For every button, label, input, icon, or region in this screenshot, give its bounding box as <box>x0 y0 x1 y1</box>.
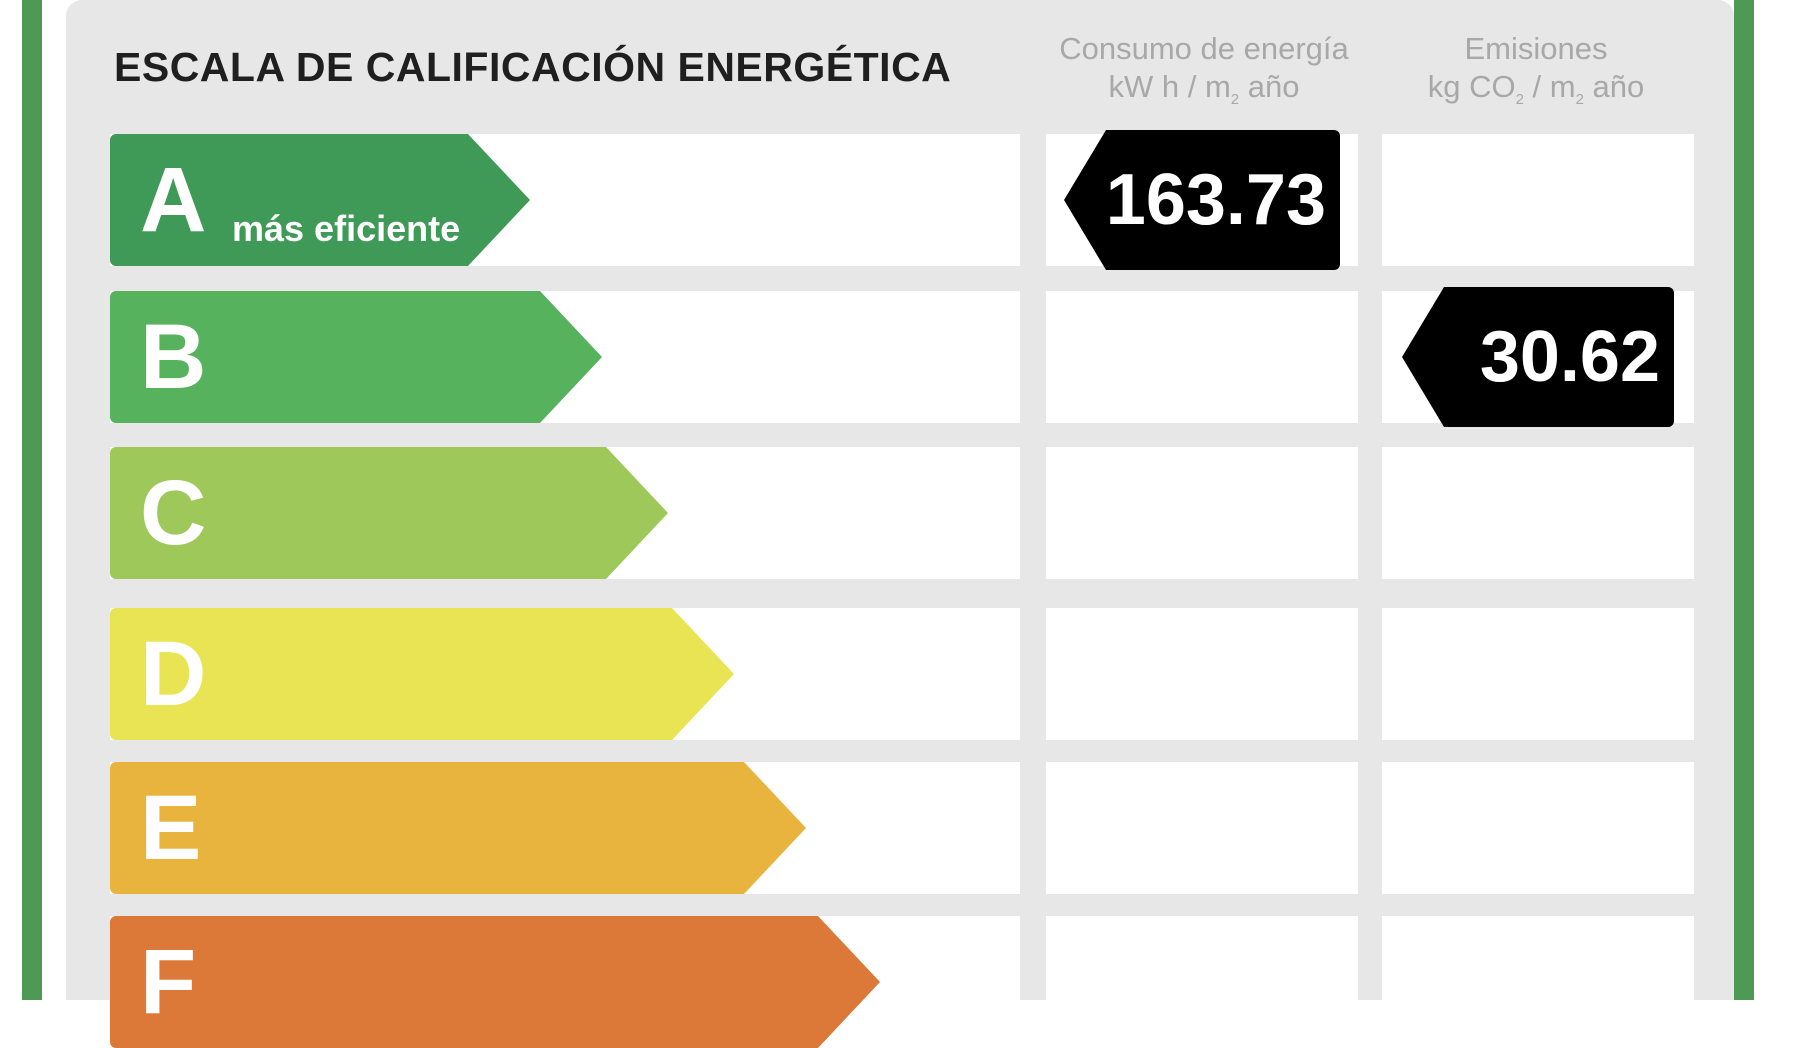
emissions-cell <box>1382 447 1694 579</box>
rating-row-e: E <box>0 762 1800 894</box>
energy-header-line2: kW h / m2 año <box>1108 69 1300 109</box>
rating-arrow-f: F <box>110 916 880 1048</box>
emissions-cell <box>1382 916 1694 1048</box>
rating-arrow-c: C <box>110 447 668 579</box>
energy-cell <box>1046 291 1358 423</box>
emissions-header-line1: Emisiones <box>1464 31 1608 66</box>
rating-arrow-a: A más eficiente <box>110 134 530 266</box>
rating-arrow-b: B <box>110 291 602 423</box>
emissions-column-header: Emisiones kg CO2 / m2 año <box>1378 30 1694 119</box>
rating-letter: C <box>140 462 207 564</box>
rating-sublabel: más eficiente <box>232 208 461 249</box>
emissions-value-tag: 30.62 <box>1402 287 1674 427</box>
scale-title: ESCALA DE CALIFICACIÓN ENERGÉTICA <box>114 44 952 90</box>
rating-row-d: D <box>0 608 1800 740</box>
rating-letter: B <box>140 306 207 408</box>
energy-cell <box>1046 447 1358 579</box>
energy-value: 163.73 <box>1105 160 1326 240</box>
rating-row-c: C <box>0 447 1800 579</box>
rating-row-f: F <box>0 916 1800 1048</box>
energy-value-tag: 163.73 <box>1064 130 1340 270</box>
energy-cell <box>1046 762 1358 894</box>
rating-letter: F <box>140 931 197 1033</box>
rating-letter: D <box>140 623 207 725</box>
rating-letter: E <box>140 777 202 879</box>
emissions-cell <box>1382 134 1694 266</box>
energy-cell <box>1046 608 1358 740</box>
emissions-cell <box>1382 608 1694 740</box>
energy-header-line1: Consumo de energía <box>1059 31 1349 66</box>
rating-arrow-d: D <box>110 608 734 740</box>
emissions-cell <box>1382 762 1694 894</box>
rating-row-b: B 30.62 <box>0 287 1800 427</box>
energy-column-header: Consumo de energía kW h / m2 año <box>1048 30 1360 119</box>
rating-row-a: A más eficiente 163.73 <box>0 130 1800 270</box>
rating-letter: A <box>140 149 207 251</box>
emissions-value: 30.62 <box>1479 317 1660 397</box>
rating-arrow-e: E <box>110 762 806 894</box>
energy-cell <box>1046 916 1358 1048</box>
emissions-header-line2: kg CO2 / m2 año <box>1427 69 1645 109</box>
